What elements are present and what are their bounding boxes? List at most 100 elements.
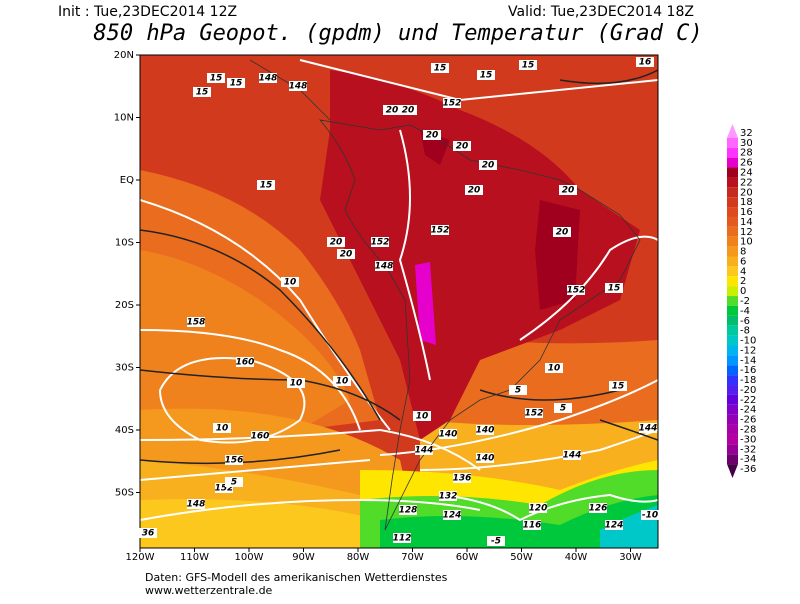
- colorbar-label: -32: [740, 444, 756, 455]
- contour-label-box: [215, 483, 233, 493]
- lon-label: 30W: [619, 552, 642, 563]
- colorbar-label: 22: [740, 177, 753, 188]
- contour-label-box: [439, 491, 457, 501]
- colorbar-cell: [727, 414, 738, 425]
- colorbar-label: -30: [740, 434, 756, 445]
- colorbar-cell: [727, 124, 738, 138]
- contour-label: 15: [612, 382, 625, 392]
- contour-label-box: [609, 381, 627, 391]
- colorbar-label: 24: [740, 167, 753, 178]
- contour-label-box: [639, 423, 657, 433]
- contour-label-box: [525, 408, 543, 418]
- contour-label: 144: [563, 451, 582, 461]
- contour-label: 160: [236, 358, 255, 368]
- contour-label: 10: [284, 278, 297, 288]
- contour-label-box: [431, 63, 449, 73]
- contour-label: 116: [523, 521, 542, 531]
- lat-label: 30S: [115, 363, 134, 374]
- colorbar-cell: [727, 276, 738, 287]
- contour-label-box: [415, 445, 433, 455]
- colorbar-label: 2: [740, 276, 746, 287]
- contour-label-box: [545, 363, 563, 373]
- contour-label: 152: [443, 99, 462, 109]
- contour-label-box: [559, 185, 577, 195]
- colorbar-label: -14: [740, 355, 756, 366]
- colorbar-label: -18: [740, 375, 756, 386]
- colorbar-label: -34: [740, 454, 756, 465]
- contour-label-box: [641, 510, 659, 520]
- colorbar-cell: [727, 207, 738, 217]
- lat-label: 50S: [115, 488, 134, 499]
- lon-label: 40W: [565, 552, 588, 563]
- contour-label: 15: [210, 74, 223, 84]
- colorbar-label: -28: [740, 425, 756, 436]
- contour-label-box: [439, 429, 457, 439]
- contour-label-box: [479, 160, 497, 170]
- colorbar-label: 26: [740, 158, 753, 169]
- contour-label-box: [251, 431, 269, 441]
- contour-label: 152: [431, 226, 450, 236]
- colorbar-label: 10: [740, 237, 753, 248]
- contour-label: 16: [639, 58, 652, 68]
- contour-label: 20: [456, 142, 469, 152]
- lat-label: 10N: [114, 113, 134, 124]
- contour-label: 15: [230, 79, 243, 89]
- contour-label-box: [399, 105, 417, 115]
- colorbar-cell: [727, 256, 738, 267]
- contour-label: 152: [215, 484, 234, 494]
- colorbar-cell: [727, 315, 738, 326]
- contour-label-box: [327, 237, 345, 247]
- contour-label: 10: [548, 364, 561, 374]
- colorbar-cell: [727, 325, 738, 336]
- contour-label: 5: [560, 404, 566, 414]
- contour-label: 10: [216, 424, 229, 434]
- colorbar-label: 8: [740, 247, 746, 258]
- colorbar-label: 14: [740, 217, 753, 228]
- contour-label: 120: [529, 504, 548, 514]
- colorbar-cell: [727, 444, 738, 455]
- contour-label: 156: [225, 456, 244, 466]
- contour-label-box: [554, 403, 572, 413]
- contour-label: 5: [515, 386, 521, 396]
- colorbar-label: -8: [740, 326, 750, 337]
- colorbar-cell: [727, 404, 738, 415]
- colorbar-cell: [727, 375, 738, 386]
- contour-label: 136: [453, 474, 472, 484]
- colorbar-cell: [727, 157, 738, 168]
- contour-label: 148: [187, 500, 206, 510]
- contour-label-box: [487, 536, 505, 546]
- contour-label: 20: [556, 228, 569, 238]
- colorbar-cell: [727, 454, 738, 465]
- contour-label: 128: [399, 506, 418, 516]
- contour-label: 10: [290, 379, 303, 389]
- colorbar-label: -10: [740, 336, 756, 347]
- contour-label: 140: [476, 426, 495, 436]
- contour-label-box: [443, 510, 461, 520]
- contour-label: 140: [476, 454, 495, 464]
- colorbar-label: -16: [740, 365, 756, 376]
- colorbar-label: -2: [740, 296, 750, 307]
- contour-label-box: [477, 70, 495, 80]
- colorbar-cell: [727, 355, 738, 366]
- contour-label-box: [187, 317, 205, 327]
- colorbar-cell: [727, 246, 738, 257]
- contour-label-box: [383, 105, 401, 115]
- contour-label-box: [509, 385, 527, 395]
- lon-label: 90W: [292, 552, 315, 563]
- contour-label-box: [567, 285, 585, 295]
- contour-label: 152: [371, 238, 390, 248]
- colorbar-cell: [727, 394, 738, 405]
- contour-label: 158: [187, 318, 206, 328]
- colorbar-label: 20: [740, 187, 753, 198]
- colorbar-cell: [727, 236, 738, 247]
- contour-label-box: [227, 78, 245, 88]
- contour-label-box: [257, 180, 275, 190]
- contour-label: 15: [480, 71, 493, 81]
- colorbar-cell: [727, 385, 738, 395]
- contour-label: 15: [608, 284, 621, 294]
- colorbar-cell: [727, 197, 738, 208]
- contour-label-box: [213, 423, 231, 433]
- source-note: Daten: GFS-Modell des amerikanischen Wet…: [145, 571, 448, 584]
- contour-label: 132: [439, 492, 458, 502]
- colorbar-label: 30: [740, 138, 753, 149]
